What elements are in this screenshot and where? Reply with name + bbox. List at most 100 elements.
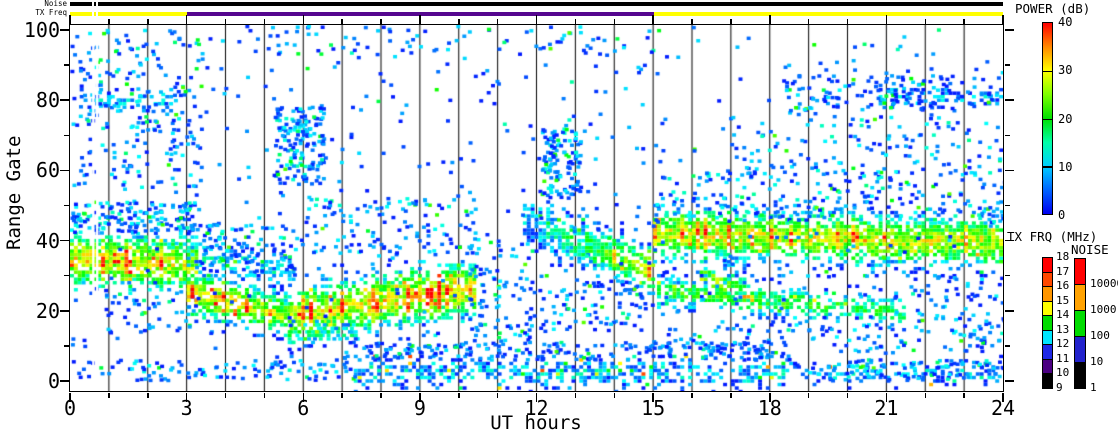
- txfrq-color-block: [1042, 329, 1053, 346]
- x-axis-title: UT hours: [490, 412, 582, 434]
- noise-colorbar-label: 10: [1090, 355, 1104, 368]
- y-tick-right: [1004, 274, 1010, 277]
- y-tick-right: [1004, 204, 1010, 207]
- noise-colorbar-title: NOISE: [1071, 242, 1109, 257]
- txfreq-bar-segment: [187, 11, 654, 16]
- x-tick: [147, 392, 149, 398]
- x-tick-top: [613, 18, 615, 24]
- noise-bar-segment: [94, 2, 97, 6]
- x-tick: [419, 392, 421, 402]
- x-tick: [885, 392, 888, 402]
- y-tick-right: [1004, 29, 1014, 31]
- y-tick: [63, 134, 69, 137]
- txfrq-colorbar-label: 18: [1056, 250, 1070, 263]
- noise-color-block: [1074, 284, 1086, 311]
- x-tick-top: [302, 14, 304, 24]
- txfrq-colorbar-label: 9: [1056, 381, 1063, 394]
- noise-colorbar-label: 1000: [1090, 303, 1117, 316]
- x-tick-top: [458, 18, 460, 24]
- x-tick-top: [846, 18, 849, 24]
- x-tick-top: [380, 18, 382, 24]
- y-tick: [63, 274, 69, 277]
- noise-color-block: [1074, 362, 1086, 389]
- txfrq-colorbar-label: 17: [1056, 264, 1070, 278]
- x-tick-label: 15: [641, 396, 666, 420]
- x-tick-label: 12: [524, 396, 549, 420]
- x-tick-label: 6: [297, 396, 310, 420]
- txfrq-color-block: [1042, 344, 1053, 360]
- x-tick: [341, 392, 343, 398]
- x-tick-top: [730, 18, 732, 24]
- y-tick-right: [1004, 380, 1014, 382]
- txfrq-colorbar-label: 13: [1056, 322, 1070, 336]
- noise-colorbar-label: 100: [1090, 329, 1110, 342]
- txfreq-bar-segment: [98, 11, 188, 16]
- x-tick-top: [769, 14, 771, 24]
- y-tick-right: [1004, 345, 1010, 347]
- txfrq-colorbar-label: 12: [1056, 337, 1070, 351]
- y-tick-label: 20: [35, 298, 60, 323]
- x-tick-top: [147, 18, 149, 24]
- x-tick-label: 18: [757, 396, 782, 420]
- x-tick-top: [652, 14, 654, 24]
- power-colorbar-tick: [1043, 166, 1052, 168]
- x-tick-top: [263, 18, 266, 24]
- y-tick-right: [1004, 239, 1014, 242]
- x-tick: [963, 392, 965, 398]
- x-tick: [807, 392, 810, 398]
- x-tick-top: [496, 18, 499, 24]
- y-tick: [63, 64, 69, 66]
- x-tick: [535, 392, 538, 402]
- y-axis-title: Range Gate: [3, 135, 25, 250]
- x-tick-top: [341, 18, 343, 24]
- x-tick-label: 21: [874, 396, 899, 420]
- y-tick: [59, 380, 69, 382]
- x-tick-top: [419, 14, 421, 24]
- x-tick-top: [574, 18, 577, 24]
- y-tick: [63, 204, 69, 207]
- x-tick-label: 24: [990, 396, 1016, 420]
- y-tick-label: 0: [47, 369, 60, 393]
- txfrq-colorbar-label: 16: [1056, 279, 1070, 293]
- x-tick: [69, 392, 71, 402]
- y-tick-right: [1004, 169, 1014, 172]
- txfrq-colorbar-label: 15: [1056, 293, 1070, 307]
- x-tick-top: [69, 14, 71, 24]
- noise-colorbar-label: 1: [1090, 381, 1097, 394]
- x-tick-top: [108, 18, 110, 24]
- x-tick: [263, 392, 266, 398]
- x-tick: [108, 392, 110, 398]
- y-tick: [59, 310, 69, 312]
- power-colorbar-label: 10: [1058, 159, 1073, 174]
- x-tick: [1002, 392, 1004, 402]
- x-tick-top: [807, 18, 810, 24]
- txfrq-color-block: [1042, 257, 1053, 273]
- power-colorbar: [1042, 22, 1053, 215]
- y-tick: [59, 99, 69, 101]
- x-tick-top: [224, 18, 227, 24]
- x-tick-top: [1002, 14, 1004, 24]
- y-tick: [63, 345, 69, 347]
- x-tick: [652, 392, 654, 402]
- txfrq-color-block: [1042, 358, 1053, 375]
- x-tick: [924, 392, 926, 398]
- txfrq-colorbar-label: 11: [1056, 351, 1070, 365]
- noise-colorbar-label: 10000: [1090, 277, 1118, 290]
- y-tick: [59, 239, 69, 242]
- x-tick: [185, 392, 188, 402]
- x-tick-top: [963, 18, 965, 24]
- x-tick-top: [535, 14, 538, 24]
- x-tick: [730, 392, 732, 398]
- noise-color-block: [1074, 258, 1086, 285]
- noise-bar-segment: [98, 2, 1003, 6]
- x-tick: [302, 392, 304, 402]
- txfrq-colorbar: [1042, 257, 1053, 389]
- y-tick-right: [1004, 310, 1014, 312]
- txfrq-color-block: [1042, 286, 1053, 302]
- y-tick-right: [1004, 64, 1010, 66]
- y-tick-right: [1004, 99, 1014, 101]
- noise-color-block: [1074, 310, 1086, 337]
- power-colorbar-label: 20: [1058, 111, 1073, 126]
- x-tick: [691, 392, 693, 398]
